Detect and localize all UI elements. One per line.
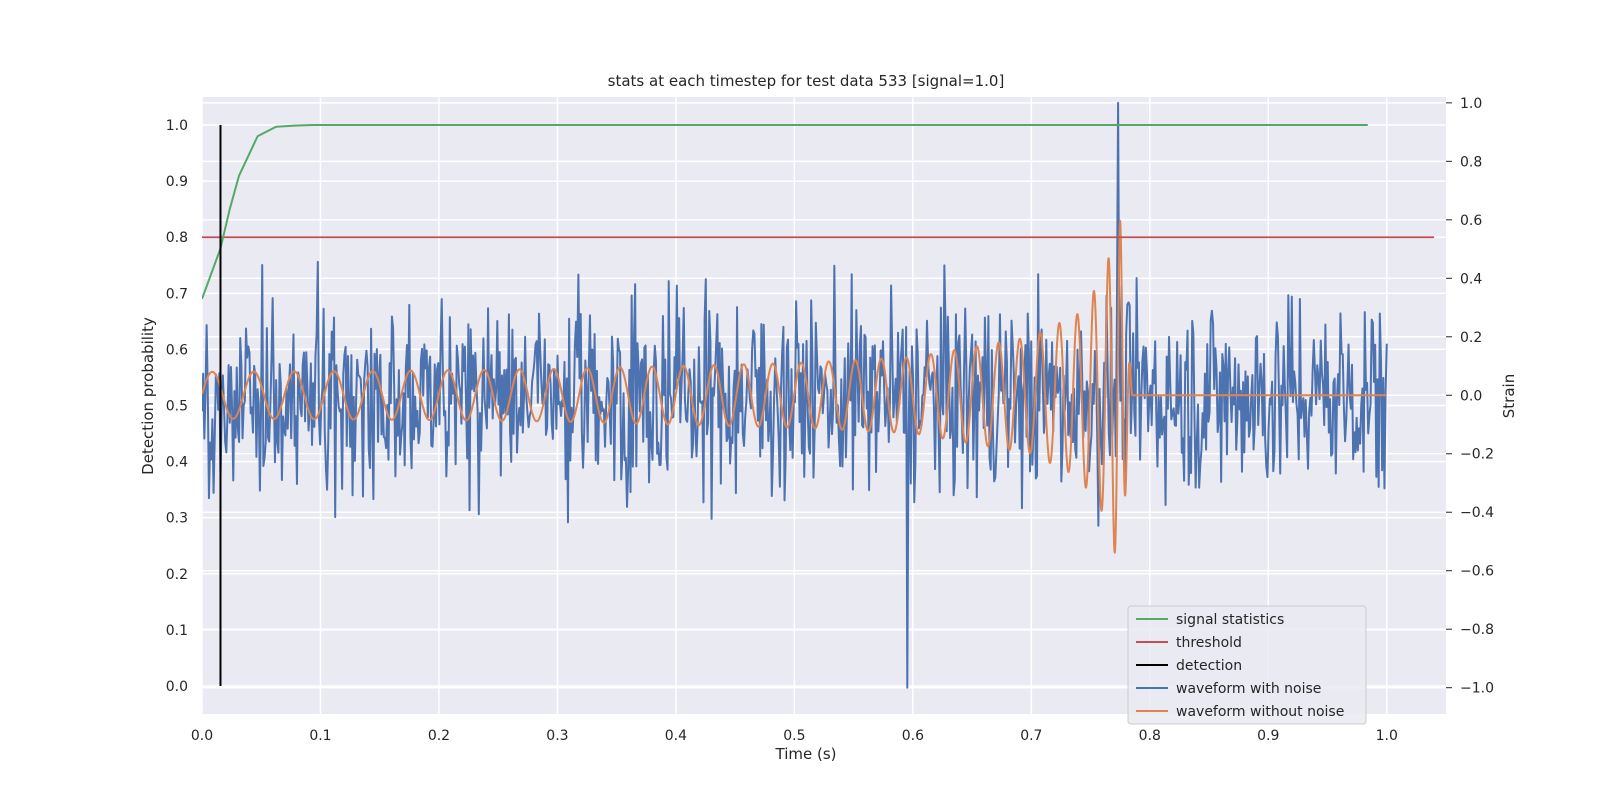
y-axis-left: 0.0 0.1 0.2 0.3 0.4 0.5 0.6 0.7 0.8 0.9 1.0 bbox=[166, 118, 188, 695]
y-left-tick-label: 0.9 bbox=[166, 174, 188, 190]
x-tick-label: 0.5 bbox=[783, 728, 805, 744]
y-left-tick-label: 0.6 bbox=[166, 342, 188, 358]
line-waveform-without-noise bbox=[202, 219, 1388, 554]
legend-label-waveform-without-noise: waveform without noise bbox=[1176, 704, 1344, 720]
series-group bbox=[202, 101, 1435, 689]
line-signal-statistics bbox=[202, 124, 1368, 300]
legend: signal statistics threshold detection wa… bbox=[1127, 605, 1367, 725]
y-left-tick-label: 0.3 bbox=[166, 511, 188, 527]
chart-title: stats at each timestep for test data 533… bbox=[608, 72, 1005, 90]
y-right-tick-label: 1.0 bbox=[1460, 96, 1482, 112]
line-waveform-with-noise bbox=[202, 101, 1388, 689]
y-right-tick-label: 0.0 bbox=[1460, 388, 1482, 404]
y-right-tick-label: −1.0 bbox=[1460, 681, 1494, 697]
y-right-tick-label: 0.4 bbox=[1460, 271, 1482, 287]
x-tick-label: 0.7 bbox=[1020, 728, 1042, 744]
x-tick-label: 0.6 bbox=[902, 728, 924, 744]
legend-label-signal-statistics: signal statistics bbox=[1176, 612, 1284, 628]
y-right-tick-label: 0.8 bbox=[1460, 154, 1482, 170]
y-axis-right-label: Strain bbox=[1500, 374, 1518, 418]
legend-label-waveform-with-noise: waveform with noise bbox=[1176, 681, 1321, 697]
x-axis: 0.0 0.1 0.2 0.3 0.4 0.5 0.6 0.7 0.8 0.9 1.0 bbox=[191, 728, 1398, 744]
y-right-tick-label: −0.8 bbox=[1460, 622, 1494, 638]
legend-label-detection: detection bbox=[1176, 658, 1242, 674]
x-tick-label: 0.0 bbox=[191, 728, 213, 744]
x-tick-label: 0.9 bbox=[1257, 728, 1279, 744]
x-tick-label: 0.3 bbox=[546, 728, 568, 744]
y-left-tick-label: 1.0 bbox=[166, 118, 188, 134]
y-left-tick-label: 0.5 bbox=[166, 399, 188, 415]
y-left-tick-label: 0.1 bbox=[166, 623, 188, 639]
y-right-tick-label: −0.6 bbox=[1460, 564, 1494, 580]
y-right-tick-label: 0.2 bbox=[1460, 330, 1482, 346]
y-left-tick-label: 0.8 bbox=[166, 230, 188, 246]
y-left-tick-label: 0.4 bbox=[166, 455, 188, 471]
legend-label-threshold: threshold bbox=[1176, 635, 1242, 651]
x-tick-label: 0.2 bbox=[428, 728, 450, 744]
y-right-tick-label: −0.4 bbox=[1460, 505, 1494, 521]
y-left-tick-label: 0.0 bbox=[166, 679, 188, 695]
legend-box bbox=[1127, 605, 1367, 725]
y-axis-left-label: Detection probability bbox=[139, 317, 157, 475]
x-axis-label: Time (s) bbox=[775, 745, 837, 763]
y-right-tick-label: 0.6 bbox=[1460, 213, 1482, 229]
x-tick-label: 0.1 bbox=[309, 728, 331, 744]
y-left-tick-label: 0.2 bbox=[166, 567, 188, 583]
y-right-tick-label: −0.2 bbox=[1460, 447, 1494, 463]
y-axis-right: −1.0 −0.8 −0.6 −0.4 −0.2 0.0 0.2 0.4 0.6 0.8 1.0 bbox=[1446, 96, 1494, 697]
y-left-tick-label: 0.7 bbox=[166, 286, 188, 302]
x-tick-label: 1.0 bbox=[1376, 728, 1398, 744]
x-tick-label: 0.8 bbox=[1139, 728, 1161, 744]
x-tick-label: 0.4 bbox=[665, 728, 687, 744]
